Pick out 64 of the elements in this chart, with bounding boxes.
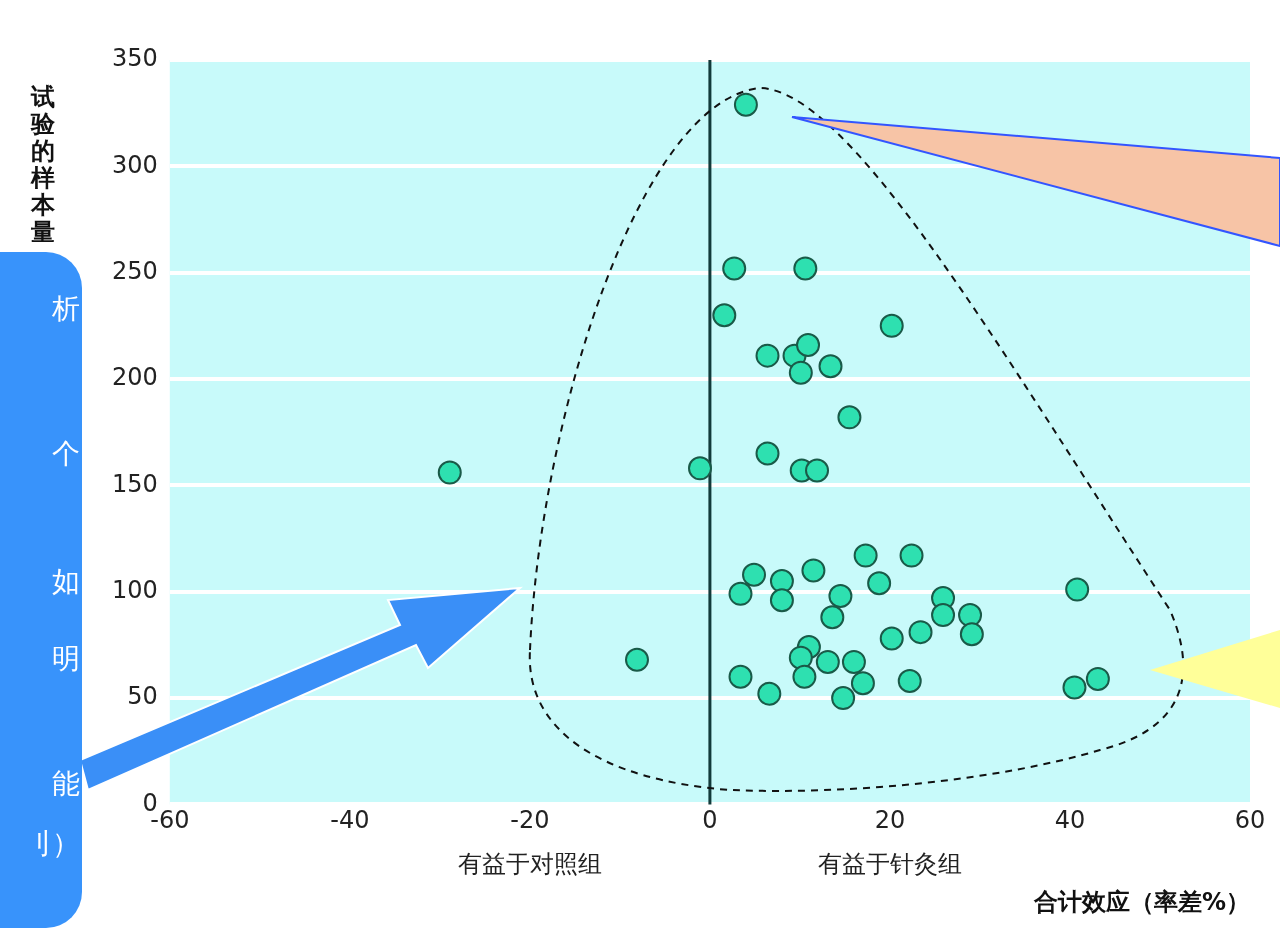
point — [437, 460, 462, 485]
y-axis-title: 试验的样本量 — [29, 83, 56, 246]
point — [805, 458, 830, 483]
point — [850, 671, 875, 696]
y-tick-label: 250 — [112, 256, 158, 285]
point — [1085, 666, 1110, 691]
point — [853, 543, 878, 568]
point — [908, 620, 933, 645]
point — [897, 669, 922, 694]
x-tick-label: -20 — [510, 806, 550, 835]
point — [788, 360, 813, 385]
y-tick-label: 200 — [112, 363, 158, 392]
point — [837, 405, 862, 430]
point — [755, 343, 780, 368]
text: 析 — [51, 291, 80, 327]
y-tick-label: 300 — [112, 150, 158, 179]
point — [624, 647, 649, 672]
point — [757, 681, 782, 706]
point — [958, 603, 983, 628]
point — [792, 664, 817, 689]
point — [728, 581, 753, 606]
point — [755, 441, 780, 466]
text: 如 — [51, 564, 80, 600]
x-axis-title: 合计效应（率差%） — [1032, 887, 1250, 916]
text: 明 — [51, 641, 80, 677]
x-tick-label: 0 — [702, 806, 718, 835]
point — [815, 649, 840, 674]
point — [841, 649, 866, 674]
point — [959, 622, 984, 647]
x-tick-label: 40 — [1054, 806, 1086, 835]
text: 有益于对照组 — [457, 850, 602, 879]
point — [712, 303, 737, 328]
point — [722, 256, 747, 281]
point — [828, 583, 853, 608]
text: 刂） — [23, 826, 80, 862]
y-tick-label: 150 — [112, 469, 158, 498]
x-tick-label: -40 — [330, 806, 370, 835]
point — [1065, 577, 1090, 602]
x-tick-label: 20 — [874, 806, 906, 835]
point — [788, 645, 813, 670]
point — [820, 605, 845, 630]
point — [899, 543, 924, 568]
text: 个 — [51, 436, 80, 472]
text: 能 — [51, 766, 80, 802]
point — [879, 313, 904, 338]
point — [831, 686, 856, 711]
point — [879, 626, 904, 651]
point — [728, 664, 753, 689]
point — [867, 571, 892, 596]
point — [801, 558, 826, 583]
point — [688, 456, 712, 481]
point — [742, 562, 767, 587]
y-tick-label: 50 — [127, 682, 158, 711]
point — [931, 603, 956, 628]
point — [796, 333, 821, 357]
text: 有益于针灸组 — [817, 850, 962, 879]
y-tick-label: 350 — [112, 44, 158, 73]
point — [769, 588, 794, 613]
point — [793, 256, 818, 281]
point — [818, 354, 843, 379]
point — [733, 92, 758, 117]
y-tick-label: 100 — [112, 575, 158, 604]
x-tick-label: 60 — [1234, 806, 1266, 835]
point — [1062, 675, 1087, 700]
